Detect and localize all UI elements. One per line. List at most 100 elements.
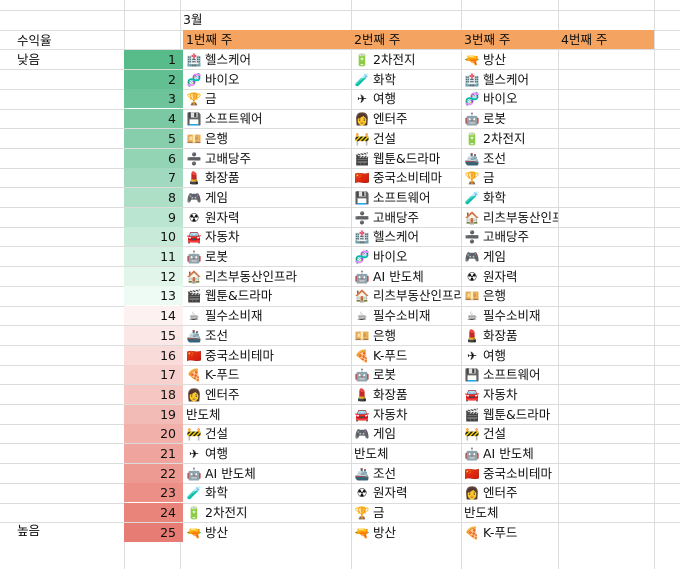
sector-cell-week-2[interactable]: 🤖 AI 반도체 xyxy=(351,267,461,286)
sector-cell-week-3[interactable]: 🤖 로봇 xyxy=(461,109,558,128)
rank-cell[interactable]: 15 xyxy=(124,326,180,345)
sector-cell-week-3[interactable]: 🧬 바이오 xyxy=(461,89,558,108)
sector-cell-week-1[interactable]: 💴 은행 xyxy=(183,129,351,148)
sector-cell-week-3[interactable]: 🎬 웹툰&드라마 xyxy=(461,405,558,424)
rank-cell[interactable]: 22 xyxy=(124,464,180,483)
week-1-header[interactable]: 1번째 주 xyxy=(183,30,351,49)
sector-cell-week-3[interactable]: 🤖 AI 반도체 xyxy=(461,444,558,463)
rank-cell[interactable]: 4 xyxy=(124,109,180,128)
week-2-header[interactable]: 2번째 주 xyxy=(351,30,461,49)
sector-cell-week-3[interactable]: ☕ 필수소비재 xyxy=(461,306,558,325)
sector-cell-week-2[interactable]: ☕ 필수소비재 xyxy=(351,306,461,325)
month-label[interactable]: 3월 xyxy=(183,12,203,27)
sector-cell-week-3[interactable]: 🏆 금 xyxy=(461,168,558,187)
sector-cell-week-1[interactable]: 🧬 바이오 xyxy=(183,70,351,89)
sector-cell-week-3[interactable]: 반도체 xyxy=(461,503,558,522)
sector-cell-week-2[interactable]: ☢ 원자력 xyxy=(351,483,461,502)
rank-cell[interactable]: 2 xyxy=(124,70,180,89)
rank-cell[interactable]: 5 xyxy=(124,129,180,148)
sector-cell-week-1[interactable]: 🎬 웹툰&드라마 xyxy=(183,286,351,305)
sector-cell-week-3[interactable]: 💄 화장품 xyxy=(461,326,558,345)
sector-cell-week-2[interactable]: ✈ 여행 xyxy=(351,89,461,108)
sector-cell-week-1[interactable]: 🧪 화학 xyxy=(183,483,351,502)
rank-cell[interactable]: 13 xyxy=(124,286,180,305)
sector-cell-week-1[interactable]: 🚘 자동차 xyxy=(183,227,351,246)
sector-cell-week-1[interactable]: 🏠 리츠부동산인프라 xyxy=(183,267,351,286)
sector-cell-week-1[interactable]: 반도체 xyxy=(183,405,351,424)
sector-cell-week-1[interactable]: 🏥 헬스케어 xyxy=(183,50,351,69)
rank-cell[interactable]: 1 xyxy=(124,50,180,69)
sector-cell-week-1[interactable]: 🤖 로봇 xyxy=(183,247,351,266)
rank-cell[interactable]: 3 xyxy=(124,89,180,108)
sector-cell-week-1[interactable]: 🍕 K-푸드 xyxy=(183,365,351,384)
sector-cell-week-3[interactable]: 🍕 K-푸드 xyxy=(461,523,558,542)
sector-cell-week-3[interactable]: 🚢 조선 xyxy=(461,149,558,168)
sector-cell-week-3[interactable]: 🇨🇳 중국소비테마 xyxy=(461,464,558,483)
rank-cell[interactable]: 11 xyxy=(124,247,180,266)
sector-cell-week-3[interactable]: 🚘 자동차 xyxy=(461,385,558,404)
week-4-header[interactable]: 4번째 주 xyxy=(558,30,654,49)
sector-cell-week-2[interactable]: 🏠 리츠부동산인프라 xyxy=(351,286,461,305)
sector-cell-week-2[interactable]: 🍕 K-푸드 xyxy=(351,346,461,365)
rank-cell[interactable]: 12 xyxy=(124,267,180,286)
sector-cell-week-2[interactable]: 💴 은행 xyxy=(351,326,461,345)
sector-cell-week-2[interactable]: 🏆 금 xyxy=(351,503,461,522)
sector-cell-week-3[interactable]: 🚧 건설 xyxy=(461,424,558,443)
rank-cell[interactable]: 10 xyxy=(124,227,180,246)
rank-cell[interactable]: 24 xyxy=(124,503,180,522)
sector-cell-week-1[interactable]: 🇨🇳 중국소비테마 xyxy=(183,346,351,365)
sector-cell-week-2[interactable]: 🚧 건설 xyxy=(351,129,461,148)
sector-cell-week-3[interactable]: 🔫 방산 xyxy=(461,50,558,69)
sector-cell-week-1[interactable]: ☢ 원자력 xyxy=(183,208,351,227)
sector-cell-week-2[interactable]: 🏥 헬스케어 xyxy=(351,227,461,246)
rank-cell[interactable]: 6 xyxy=(124,149,180,168)
sector-cell-week-1[interactable]: 🤖 AI 반도체 xyxy=(183,464,351,483)
week-3-header[interactable]: 3번째 주 xyxy=(461,30,558,49)
sector-cell-week-2[interactable]: 🔫 방산 xyxy=(351,523,461,542)
sector-cell-week-2[interactable]: 👩 엔터주 xyxy=(351,109,461,128)
returns-label[interactable]: 수익율 xyxy=(17,33,52,48)
sector-cell-week-3[interactable]: 🔋 2차전지 xyxy=(461,129,558,148)
sector-cell-week-3[interactable]: 🏠리츠부동산인프라 xyxy=(461,208,558,227)
rank-cell[interactable]: 23 xyxy=(124,483,180,502)
sector-cell-week-1[interactable]: 🚧 건설 xyxy=(183,424,351,443)
rank-cell[interactable]: 21 xyxy=(124,444,180,463)
sector-cell-week-2[interactable]: 🧬 바이오 xyxy=(351,247,461,266)
sector-cell-week-3[interactable]: ✈ 여행 xyxy=(461,346,558,365)
sector-cell-week-1[interactable]: 🔋 2차전지 xyxy=(183,503,351,522)
sector-cell-week-1[interactable]: ➗ 고배당주 xyxy=(183,149,351,168)
sector-cell-week-2[interactable]: 💄 화장품 xyxy=(351,385,461,404)
rank-cell[interactable]: 17 xyxy=(124,365,180,384)
low-label[interactable]: 낮음 xyxy=(17,52,41,67)
sector-cell-week-1[interactable]: 🚢 조선 xyxy=(183,326,351,345)
sector-cell-week-1[interactable]: ☕ 필수소비재 xyxy=(183,306,351,325)
rank-cell[interactable]: 8 xyxy=(124,188,180,207)
sector-cell-week-3[interactable]: 💾 소프트웨어 xyxy=(461,365,558,384)
sector-cell-week-1[interactable]: 💾 소프트웨어 xyxy=(183,109,351,128)
sector-cell-week-2[interactable]: 반도체 xyxy=(351,444,461,463)
sector-cell-week-1[interactable]: 🏆 금 xyxy=(183,89,351,108)
sector-cell-week-2[interactable]: 🚢 조선 xyxy=(351,464,461,483)
sector-cell-week-3[interactable]: 🏥 헬스케어 xyxy=(461,70,558,89)
sector-cell-week-2[interactable]: 🎮 게임 xyxy=(351,424,461,443)
sector-cell-week-1[interactable]: ✈ 여행 xyxy=(183,444,351,463)
rank-cell[interactable]: 19 xyxy=(124,405,180,424)
sector-cell-week-1[interactable]: 🔫 방산 xyxy=(183,523,351,542)
rank-cell[interactable]: 25 xyxy=(124,523,180,542)
sector-cell-week-3[interactable]: 🧪 화학 xyxy=(461,188,558,207)
sector-cell-week-2[interactable]: ➗ 고배당주 xyxy=(351,208,461,227)
rank-cell[interactable]: 20 xyxy=(124,424,180,443)
sector-cell-week-1[interactable]: 👩 엔터주 xyxy=(183,385,351,404)
sector-cell-week-2[interactable]: 🧪 화학 xyxy=(351,70,461,89)
sector-cell-week-2[interactable]: 🚘 자동차 xyxy=(351,405,461,424)
sector-cell-week-3[interactable]: ➗ 고배당주 xyxy=(461,227,558,246)
sector-cell-week-3[interactable]: 🎮 게임 xyxy=(461,247,558,266)
rank-cell[interactable]: 18 xyxy=(124,385,180,404)
sector-cell-week-3[interactable]: 💴 은행 xyxy=(461,286,558,305)
rank-cell[interactable]: 9 xyxy=(124,208,180,227)
sector-cell-week-3[interactable]: 👩 엔터주 xyxy=(461,483,558,502)
sector-cell-week-2[interactable]: 🤖 로봇 xyxy=(351,365,461,384)
sector-cell-week-1[interactable]: 💄 화장품 xyxy=(183,168,351,187)
sector-cell-week-2[interactable]: 🎬 웹툰&드라마 xyxy=(351,149,461,168)
